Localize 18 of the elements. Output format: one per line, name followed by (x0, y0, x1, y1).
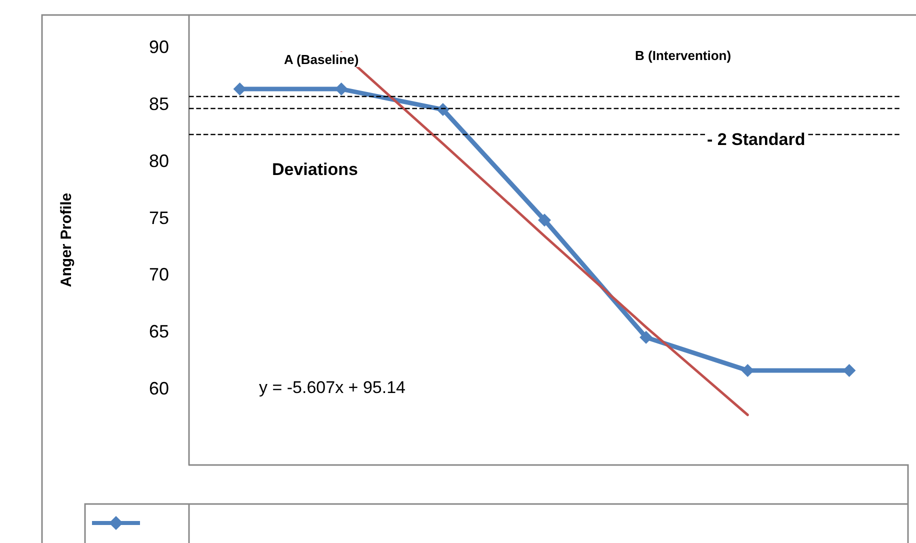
y-tick-label: 65 (148, 322, 169, 342)
y-tick-label: 90 (148, 36, 169, 57)
y-tick-label: 60 (148, 378, 169, 399)
y-tick-label: 75 (148, 208, 169, 228)
annotation: - 2 Standard (707, 130, 806, 149)
point (538, 214, 551, 227)
y-tick-label: 70 (148, 264, 169, 285)
y-tick-label: 80 (148, 150, 169, 171)
annotation: Deviations (272, 160, 358, 179)
point (233, 82, 246, 96)
point (436, 103, 450, 116)
y-tick-label: 85 (148, 94, 169, 114)
annotation: y = -5.607x + 95.14 (259, 378, 406, 397)
annotation: A (Baseline) (284, 52, 359, 67)
annotation: B (Intervention) (635, 48, 732, 63)
point (842, 364, 856, 377)
y-axis-title: Anger Profile (58, 192, 75, 288)
point (640, 330, 653, 344)
